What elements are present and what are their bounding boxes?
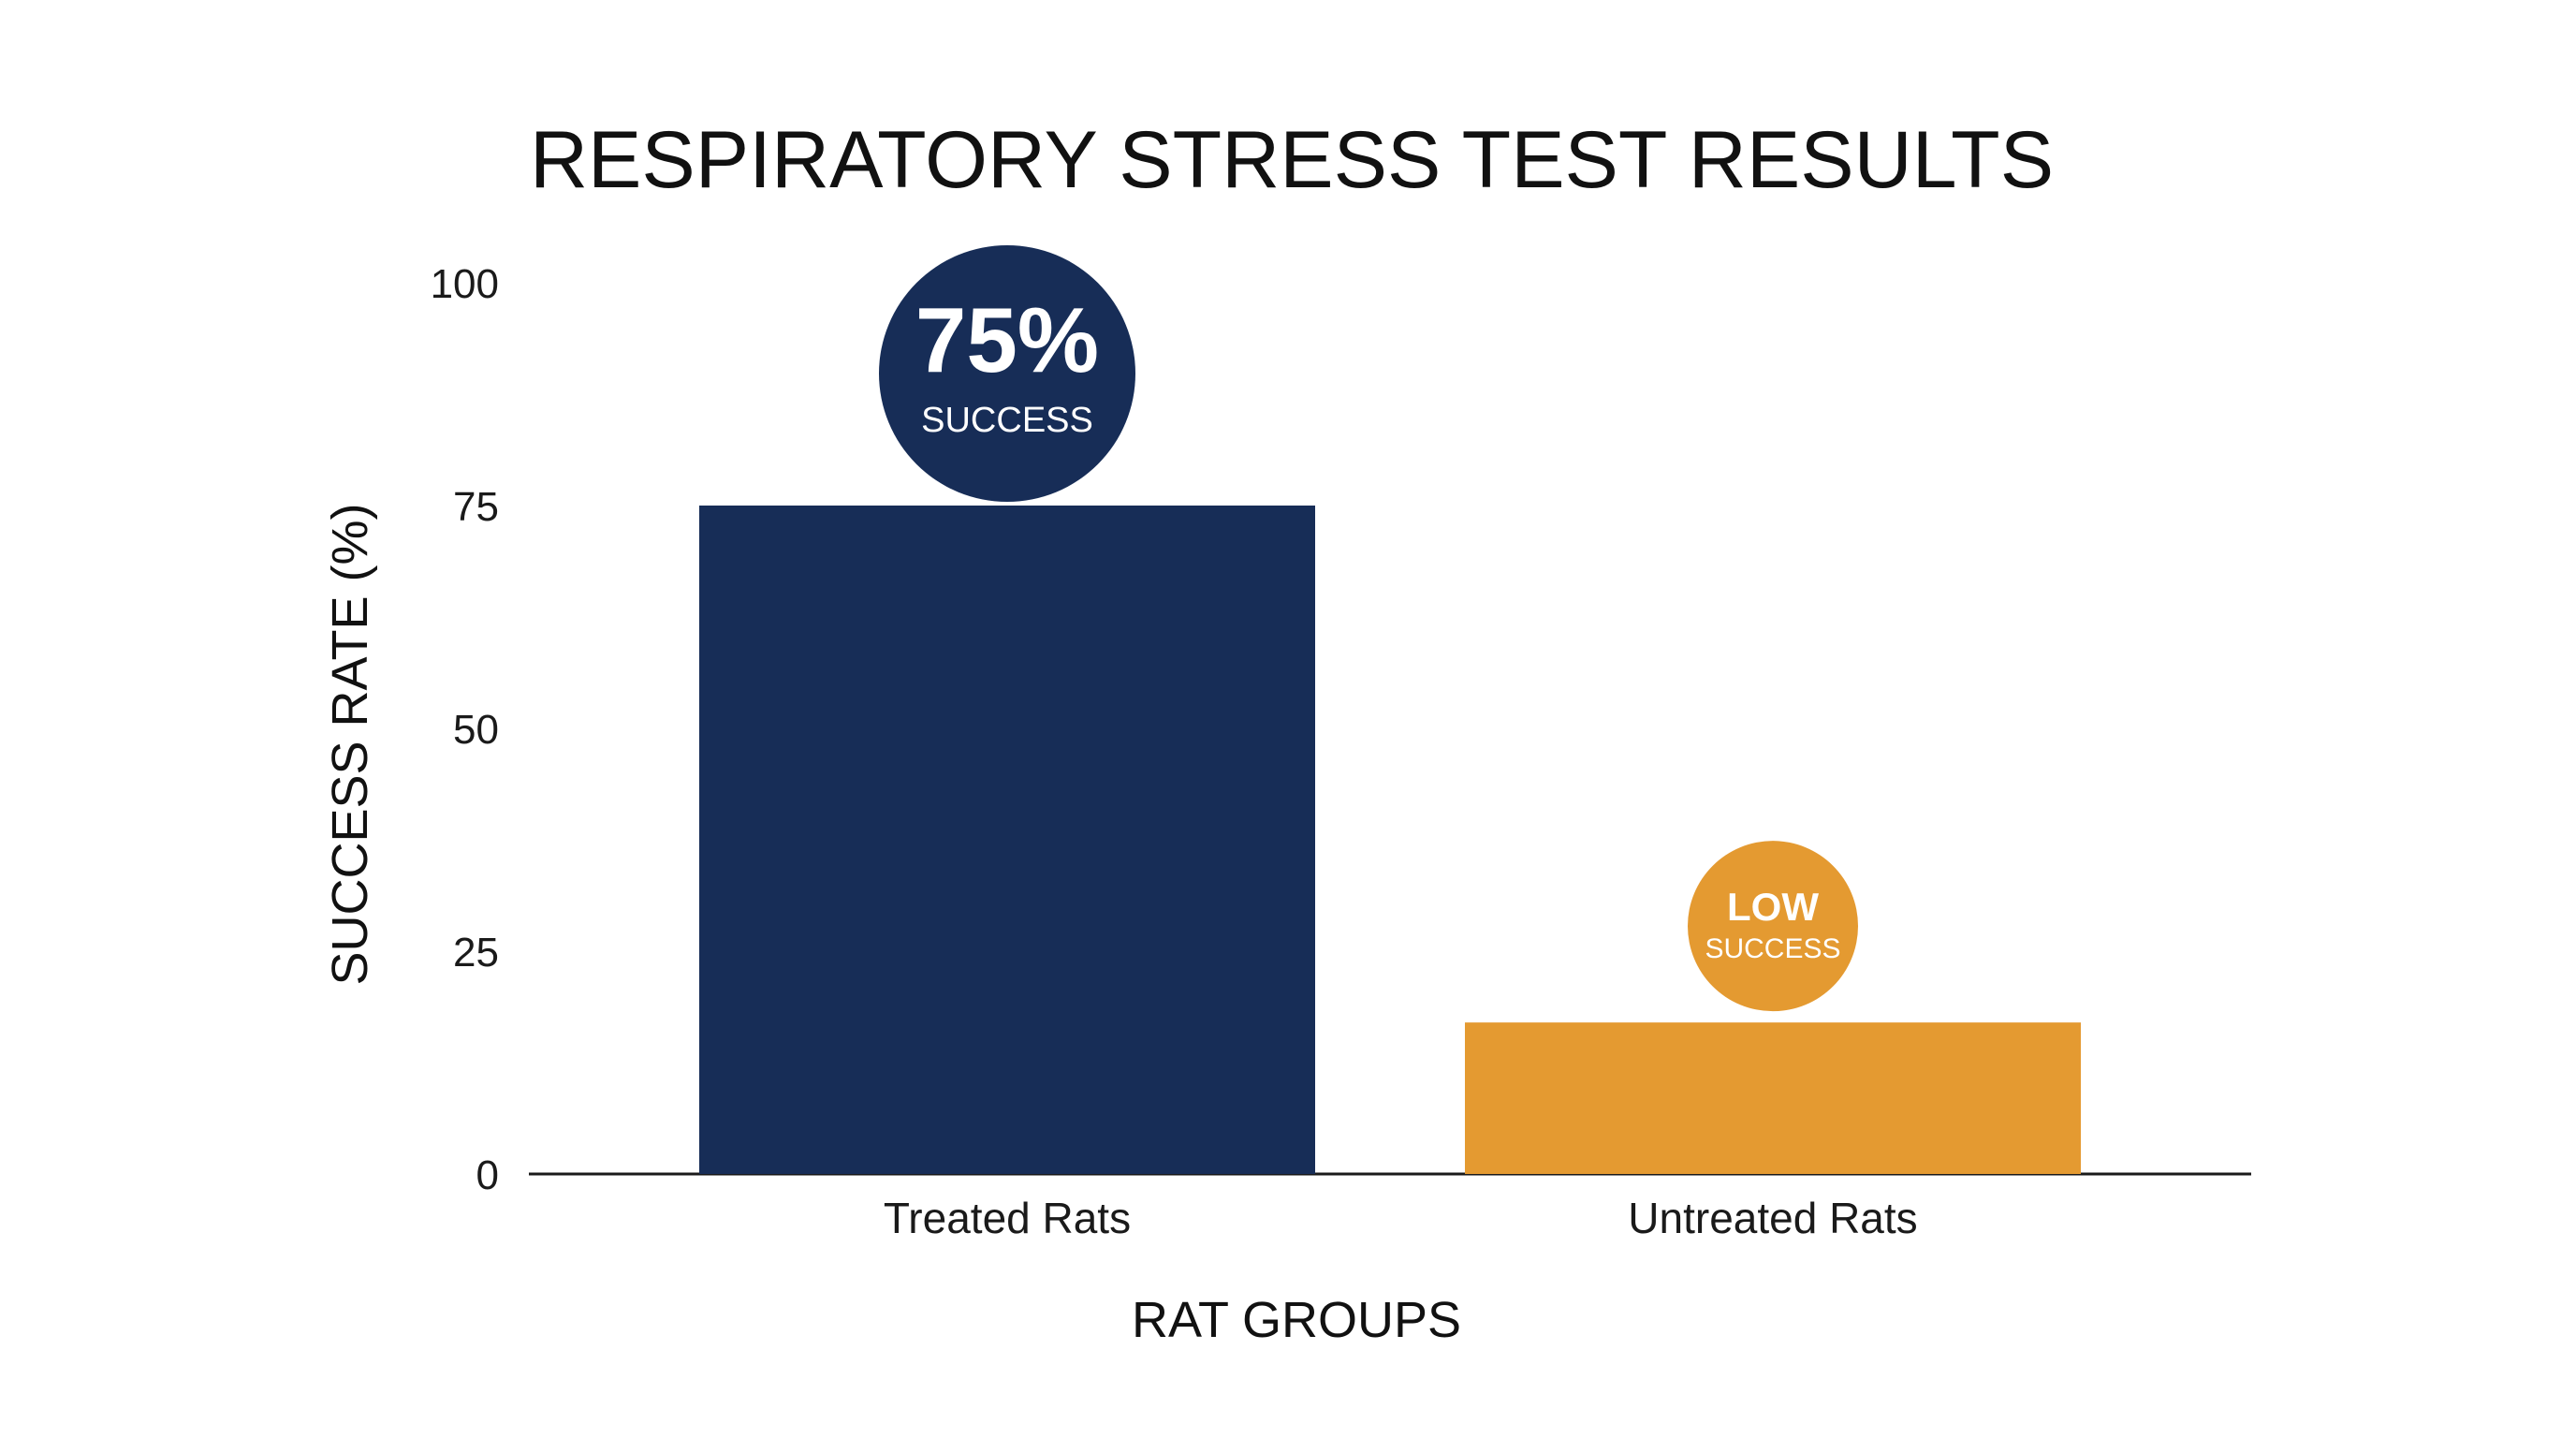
x-axis-label: RAT GROUPS [1132, 1292, 1461, 1348]
annotation-badge: LOW SUCCESS [1688, 841, 1858, 1012]
badge-main-label: 75% [915, 288, 1099, 391]
badge-circle [1688, 841, 1858, 1012]
x-axis-categories: Treated Rats Untreated Rats [884, 1194, 1918, 1242]
x-tick-label: Untreated Rats [1628, 1194, 1917, 1242]
y-axis-ticks: 0 25 50 75 100 [431, 261, 499, 1198]
bar-untreated-rats [1465, 1022, 2081, 1174]
bars [699, 506, 2081, 1174]
x-tick-label: Treated Rats [884, 1194, 1131, 1242]
y-tick-label: 100 [431, 261, 499, 307]
y-axis-label: SUCCESS RATE (%) [322, 503, 378, 985]
bar-annotations: 75% SUCCESS LOW SUCCESS [879, 245, 1858, 1012]
badge-sub-label: SUCCESS [1705, 933, 1840, 964]
badge-sub-label: SUCCESS [921, 401, 1093, 440]
chart-title: RESPIRATORY STRESS TEST RESULTS [530, 115, 2054, 205]
bar-treated-rats [699, 506, 1315, 1174]
badge-circle [879, 245, 1135, 502]
badge-main-label: LOW [1727, 885, 1819, 929]
y-tick-label: 50 [453, 707, 499, 753]
y-tick-label: 0 [476, 1152, 499, 1198]
y-tick-label: 75 [453, 484, 499, 530]
y-tick-label: 25 [453, 930, 499, 976]
annotation-badge: 75% SUCCESS [879, 245, 1135, 502]
